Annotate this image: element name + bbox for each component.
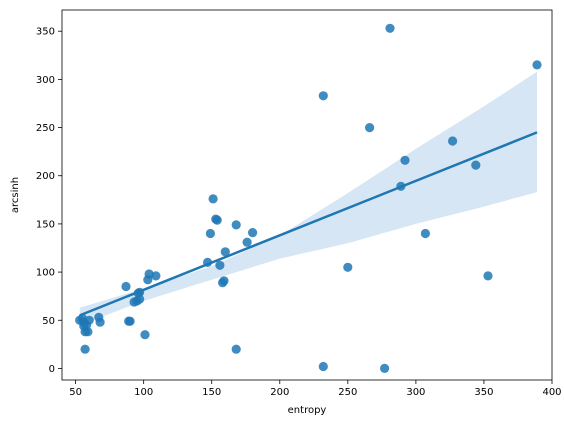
x-axis-label: entropy bbox=[288, 405, 327, 416]
x-tick-label-100: 100 bbox=[134, 387, 153, 398]
data-point-49 bbox=[532, 60, 542, 70]
y-tick-label-350: 350 bbox=[36, 27, 55, 38]
y-tick-label-150: 150 bbox=[36, 219, 55, 230]
data-point-44 bbox=[400, 155, 410, 165]
regression-line-layer bbox=[79, 131, 538, 317]
data-point-29 bbox=[215, 260, 225, 270]
data-point-33 bbox=[231, 220, 241, 230]
data-point-37 bbox=[318, 91, 328, 101]
data-point-41 bbox=[380, 363, 390, 373]
x-tick-label-350: 350 bbox=[474, 387, 493, 398]
data-point-28 bbox=[212, 215, 222, 225]
y-axis-label: arcsinh bbox=[10, 177, 21, 213]
y-tick-label-250: 250 bbox=[36, 123, 55, 134]
x-tick-label-400: 400 bbox=[542, 387, 561, 398]
y-tick-label-200: 200 bbox=[36, 171, 55, 182]
data-point-9 bbox=[84, 315, 94, 325]
data-point-6 bbox=[80, 344, 90, 354]
data-point-40 bbox=[365, 123, 375, 133]
y-axis: 0 50 100 150 200 250 300 350 bbox=[36, 27, 62, 375]
data-point-45 bbox=[420, 228, 430, 239]
data-point-20 bbox=[140, 330, 150, 340]
y-tick-label-50: 50 bbox=[42, 316, 55, 327]
data-point-12 bbox=[121, 281, 131, 292]
confidence-band-layer bbox=[79, 71, 537, 326]
plot-area-frame bbox=[61, 9, 553, 381]
regression-line bbox=[79, 131, 538, 317]
y-tick-label-300: 300 bbox=[36, 75, 55, 86]
confidence-band bbox=[79, 71, 537, 326]
data-point-48 bbox=[483, 271, 493, 281]
data-point-8 bbox=[83, 327, 93, 337]
data-point-38 bbox=[318, 361, 328, 372]
data-point-34 bbox=[231, 344, 241, 354]
data-point-31 bbox=[219, 276, 229, 286]
data-point-11 bbox=[95, 317, 105, 327]
points-layer bbox=[75, 23, 542, 373]
x-tick-label-50: 50 bbox=[69, 387, 82, 398]
y-tick-label-0: 0 bbox=[49, 364, 55, 375]
x-axis: 50 100 150 200 250 300 350 400 bbox=[69, 380, 562, 398]
data-point-23 bbox=[151, 271, 161, 281]
data-point-26 bbox=[208, 194, 218, 204]
data-point-46 bbox=[448, 136, 458, 146]
x-tick-label-250: 250 bbox=[338, 387, 357, 398]
data-point-47 bbox=[471, 160, 481, 170]
data-point-42 bbox=[385, 23, 395, 33]
data-point-36 bbox=[248, 228, 258, 238]
y-tick-label-100: 100 bbox=[36, 268, 55, 279]
x-tick-label-150: 150 bbox=[202, 387, 221, 398]
data-point-35 bbox=[242, 237, 252, 247]
x-tick-label-300: 300 bbox=[406, 387, 425, 398]
data-point-25 bbox=[205, 228, 215, 239]
data-point-19 bbox=[135, 294, 145, 304]
data-point-14 bbox=[125, 316, 135, 326]
x-tick-label-200: 200 bbox=[270, 387, 289, 398]
data-point-39 bbox=[343, 262, 353, 272]
data-point-32 bbox=[220, 247, 230, 257]
